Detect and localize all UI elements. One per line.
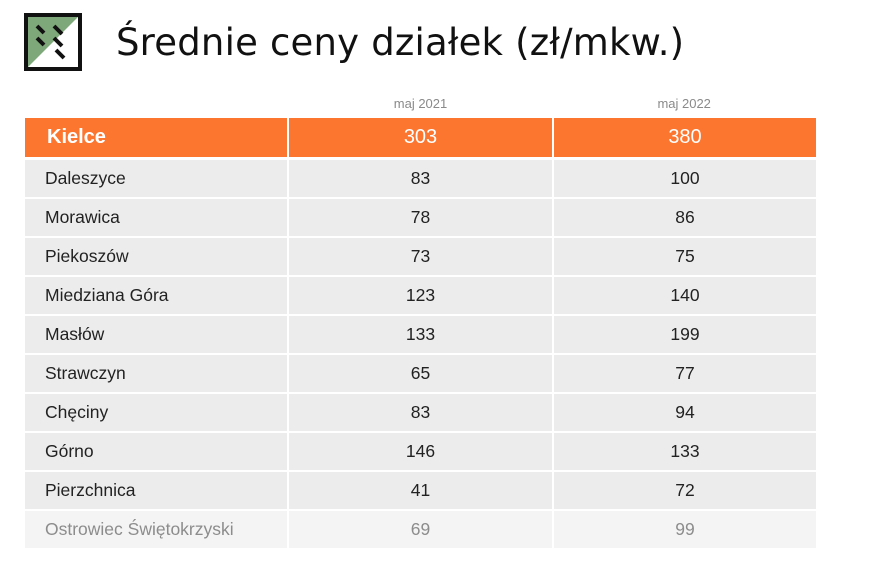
row-name: Masłów [25,316,287,353]
row-name: Ostrowiec Świętokrzyski [25,511,287,548]
row-name: Morawica [25,199,287,236]
table-row-highlight: Kielce 303 380 [25,118,816,157]
row-name: Pierzchnica [25,472,287,509]
header: Średnie ceny działek (zł/mkw.) [24,13,684,71]
table-row: Daleszyce 83 100 [25,160,816,197]
row-value-2022: 86 [554,199,816,236]
table-row: Pierzchnica 41 72 [25,472,816,509]
table-row: Masłów 133 199 [25,316,816,353]
row-name: Piekoszów [25,238,287,275]
table-row: Górno 146 133 [25,433,816,470]
row-value-2021: 83 [289,160,552,197]
column-header-2022: maj 2022 [657,95,711,111]
table-row: Chęciny 83 94 [25,394,816,431]
row-value-2022: 380 [554,118,816,157]
row-value-2021: 83 [289,394,552,431]
row-value-2021: 78 [289,199,552,236]
row-name: Strawczyn [25,355,287,392]
row-value-2021: 123 [289,277,552,314]
price-table: maj 2021 maj 2022 Kielce 303 380 Daleszy… [25,88,816,550]
row-value-2021: 69 [289,511,552,548]
row-value-2021: 65 [289,355,552,392]
row-value-2021: 73 [289,238,552,275]
row-value-2021: 303 [289,118,552,157]
row-value-2022: 72 [554,472,816,509]
row-value-2022: 94 [554,394,816,431]
row-value-2022: 75 [554,238,816,275]
row-value-2021: 133 [289,316,552,353]
column-headers: maj 2021 maj 2022 [25,88,816,118]
row-name: Daleszyce [25,160,287,197]
row-value-2022: 199 [554,316,816,353]
table-row: Miedziana Góra 123 140 [25,277,816,314]
row-value-2021: 146 [289,433,552,470]
row-value-2022: 133 [554,433,816,470]
row-value-2021: 41 [289,472,552,509]
row-value-2022: 77 [554,355,816,392]
row-name: Chęciny [25,394,287,431]
column-header-2021: maj 2021 [393,95,448,111]
row-name: Kielce [25,118,287,157]
table-row: Piekoszów 73 75 [25,238,816,275]
row-value-2022: 100 [554,160,816,197]
row-name: Górno [25,433,287,470]
row-name: Miedziana Góra [25,277,287,314]
page-title: Średnie ceny działek (zł/mkw.) [116,20,685,64]
table-row: Ostrowiec Świętokrzyski 69 99 [25,511,816,548]
table-row: Strawczyn 65 77 [25,355,816,392]
table-row: Morawica 78 86 [25,199,816,236]
row-value-2022: 140 [554,277,816,314]
row-value-2022: 99 [554,511,816,548]
diagonal-stripes-logo-icon [24,13,82,71]
